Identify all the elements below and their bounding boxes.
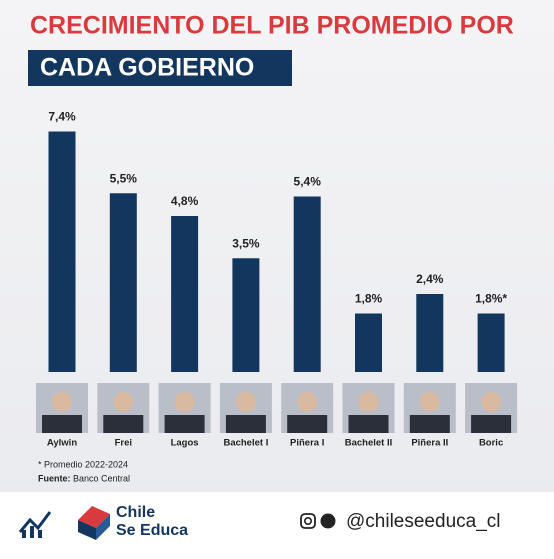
portrait-head	[358, 392, 379, 412]
bar	[416, 294, 444, 372]
portrait-body	[164, 415, 205, 433]
portrait-head	[174, 392, 195, 412]
portrait-head	[297, 392, 318, 412]
category-label: Piñera I	[290, 438, 324, 449]
bar	[109, 193, 137, 372]
brand-line1: Chile	[116, 504, 155, 521]
subtitle-box	[28, 50, 292, 86]
value-label: 1,8%	[355, 292, 383, 306]
bar	[171, 216, 199, 372]
bar	[477, 313, 505, 372]
chart-title: CRECIMIENTO DEL PIB PROMEDIO POR	[30, 12, 514, 40]
portrait-body	[471, 415, 512, 433]
portrait-body	[42, 415, 82, 433]
portrait-body	[225, 415, 266, 433]
footnote: * Promedio 2022-2024	[38, 459, 128, 469]
category-label: Bachelet II	[345, 438, 393, 449]
category-label: Aylwin	[47, 438, 77, 449]
portrait-body	[103, 415, 144, 433]
source: Banco Central	[73, 473, 130, 483]
portrait-head	[113, 392, 134, 412]
social-handle: @chileseeduca_cl	[346, 511, 501, 532]
category-label: Boric	[479, 438, 503, 449]
value-label: 3,5%	[232, 236, 260, 250]
portrait-head	[235, 392, 256, 412]
value-label: 5,5%	[110, 171, 138, 185]
portrait-head	[481, 392, 502, 412]
value-label: 2,4%	[416, 272, 444, 286]
brand-line2: Se Educa	[116, 522, 188, 539]
bar	[232, 258, 260, 372]
bar	[48, 131, 76, 372]
chart-subtitle: CADA GOBIERNO	[40, 54, 254, 82]
logo-icon	[18, 511, 52, 538]
bar	[293, 196, 321, 372]
category-label: Lagos	[171, 438, 199, 449]
value-label: 4,8%	[171, 194, 199, 208]
category-label: Bachelet I	[223, 438, 268, 449]
portrait-body	[287, 415, 328, 433]
source-label: Fuente:	[38, 473, 71, 483]
value-label: 5,4%	[294, 175, 322, 189]
portrait-head	[52, 392, 72, 412]
value-label: 7,4%	[48, 110, 76, 124]
value-label: 1,8%*	[475, 292, 507, 306]
portrait-body	[348, 415, 389, 433]
facebook-icon	[320, 513, 336, 529]
instagram-icon-lens	[303, 516, 312, 525]
category-label: Frei	[115, 438, 132, 449]
category-label: Piñera II	[411, 438, 448, 449]
instagram-icon	[300, 513, 316, 529]
brand-icon	[78, 506, 110, 540]
bar	[355, 313, 382, 372]
portrait-body	[409, 415, 450, 433]
portrait-head	[419, 392, 440, 412]
